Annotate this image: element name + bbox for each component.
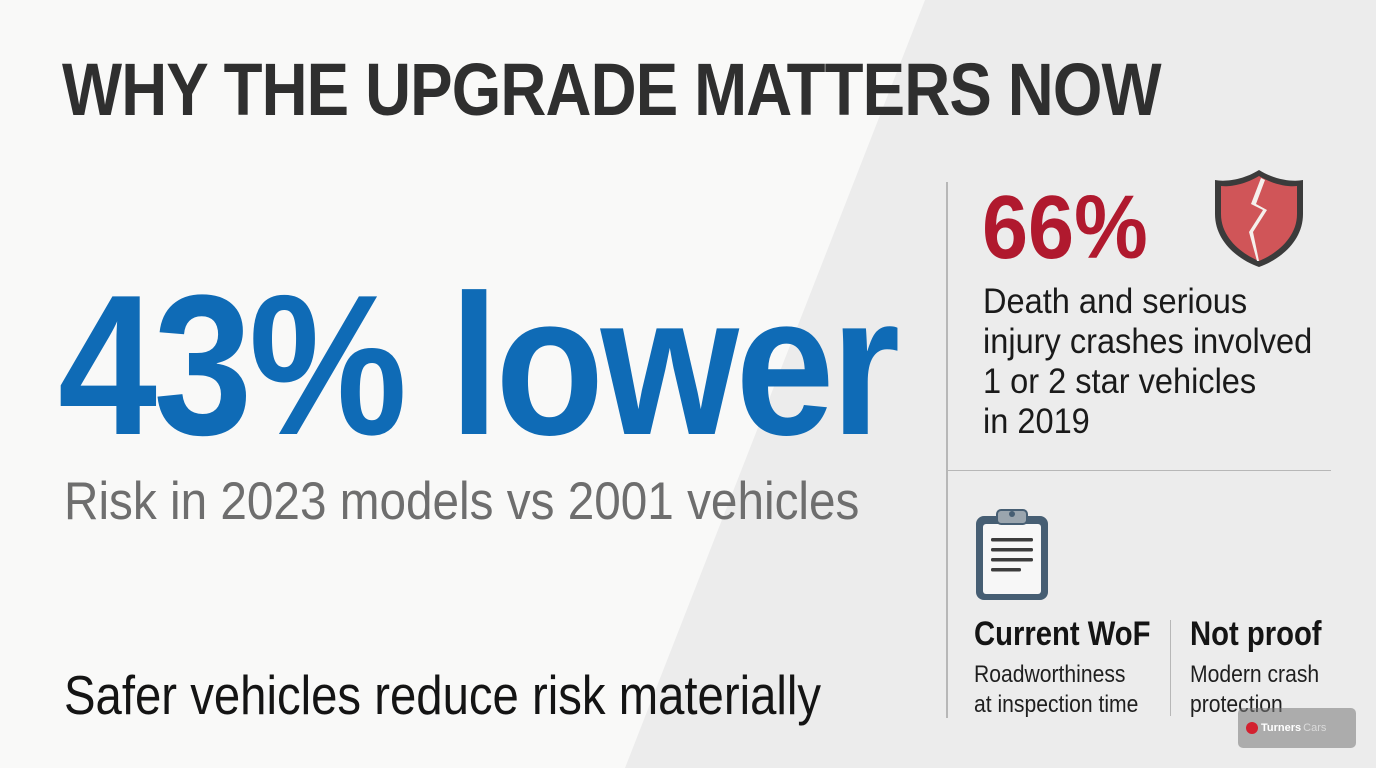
comparison-left-line: at inspection time xyxy=(974,691,1139,718)
brand-suffix: Cars xyxy=(1303,722,1327,734)
main-stat-value: 43% lower xyxy=(58,254,900,477)
side-stat-line: 1 or 2 star vehicles xyxy=(983,362,1257,401)
comparison-right-line: Modern crash xyxy=(1190,661,1320,688)
broken-shield-icon xyxy=(1215,170,1303,267)
brand-logo-icon xyxy=(1246,722,1258,734)
side-stat-value: 66% xyxy=(982,178,1148,278)
comparison-left-line: Roadworthiness xyxy=(974,661,1126,688)
main-stat-caption: Risk in 2023 models vs 2001 vehicles xyxy=(64,472,860,531)
page-title: WHY THE UPGRADE MATTERS NOW xyxy=(62,48,1162,131)
side-stat-line: injury crashes involved xyxy=(983,322,1313,361)
side-stat-description: Death and serious injury crashes involve… xyxy=(983,282,1318,442)
clipboard-icon xyxy=(976,509,1048,600)
side-stat-line: Death and serious xyxy=(983,282,1248,321)
brand-name: Turners xyxy=(1261,722,1302,734)
horizontal-divider xyxy=(946,470,1331,471)
brand-watermark: Turners Cars xyxy=(1238,708,1356,748)
side-stat-line: in 2019 xyxy=(983,402,1090,441)
comparison-right-heading: Not proof xyxy=(1190,615,1322,653)
comparison-left-text: Roadworthiness at inspection time xyxy=(974,660,1138,720)
comparison-divider xyxy=(1170,620,1171,716)
tagline: Safer vehicles reduce risk materially xyxy=(64,664,822,726)
vertical-divider xyxy=(946,182,948,718)
comparison-left-heading: Current WoF xyxy=(974,615,1151,653)
